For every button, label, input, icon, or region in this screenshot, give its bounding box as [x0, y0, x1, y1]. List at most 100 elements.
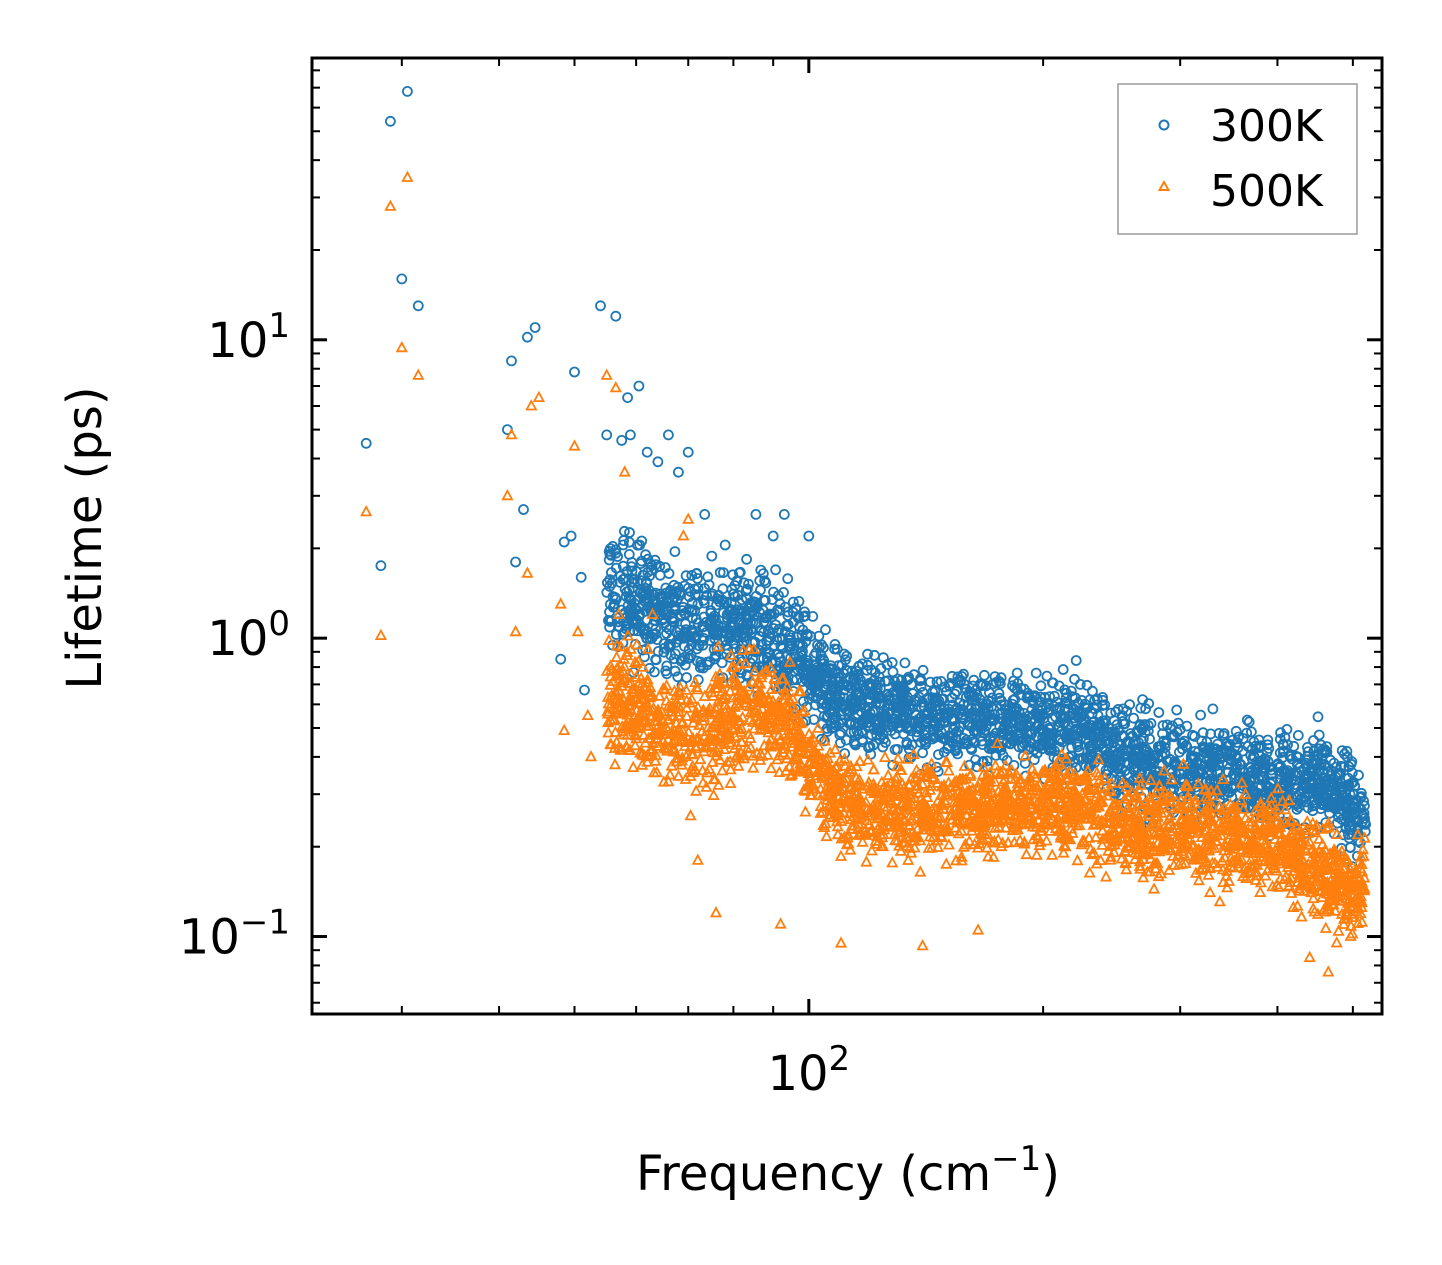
data-point-500k [703, 701, 716, 714]
data-point-500k [1185, 798, 1198, 810]
data-point-300k [1298, 773, 1310, 785]
data-point-500k [1044, 785, 1057, 797]
data-point-500k [703, 706, 716, 718]
data-point-300k [612, 551, 623, 562]
data-point-500k [1189, 808, 1202, 820]
data-point-500k [744, 740, 757, 753]
data-point-500k [704, 682, 717, 694]
data-point-500k [680, 709, 693, 721]
data-point-500k [1088, 801, 1101, 813]
data-point-300k [1047, 728, 1058, 740]
data-point-300k [842, 705, 853, 717]
data-point-500k [1134, 862, 1147, 874]
data-point-300k [1334, 808, 1346, 819]
data-point-300k [778, 587, 789, 598]
data-point-500k [1215, 829, 1228, 841]
data-point-500k [665, 701, 678, 713]
data-point-500k [777, 742, 790, 754]
data-point-300k [708, 643, 720, 655]
data-point-300k [625, 611, 637, 623]
data-point-300k [1217, 730, 1229, 741]
data-point-500k [1293, 834, 1306, 846]
data-point-500k [1166, 849, 1180, 861]
data-point-300k [1070, 655, 1082, 666]
data-point-500k [621, 629, 635, 641]
data-point-300k [995, 709, 1007, 720]
data-point-500k [765, 682, 778, 694]
data-point-500k [920, 785, 933, 798]
data-point-300k [881, 715, 892, 726]
data-point-300k [798, 611, 809, 623]
data-point-500k [1235, 793, 1248, 805]
data-point-500k [976, 820, 989, 832]
data-point-500k [1337, 888, 1350, 901]
data-point-500k [1006, 823, 1019, 836]
data-point-300k [1072, 711, 1084, 723]
data-point-300k [778, 509, 790, 520]
data-point-500k [1153, 802, 1166, 814]
data-point-300k [625, 429, 636, 441]
data-point-500k [1163, 863, 1176, 875]
data-point-500k [1254, 876, 1268, 888]
data-point-500k [979, 772, 993, 784]
data-point-300k [915, 681, 927, 692]
data-point-500k [1219, 812, 1232, 824]
data-point-300k [623, 592, 635, 604]
data-point-300k [871, 679, 882, 691]
data-point-300k [1243, 716, 1255, 728]
data-point-300k [958, 733, 970, 744]
data-point-300k [1007, 680, 1018, 692]
data-point-500k [1232, 860, 1245, 873]
data-point-300k [705, 616, 716, 627]
data-point-500k [1165, 843, 1178, 856]
data-point-300k [994, 692, 1005, 704]
data-point-500k [1327, 859, 1340, 871]
data-point-500k [774, 702, 787, 714]
data-point-300k [687, 604, 698, 616]
data-point-500k [672, 684, 685, 697]
data-point-500k [1083, 782, 1097, 794]
data-point-500k [1262, 840, 1276, 852]
data-point-500k [838, 830, 851, 842]
data-point-500k [964, 785, 977, 797]
data-point-300k [1227, 734, 1238, 746]
data-point-500k [601, 705, 614, 717]
data-point-500k [1116, 776, 1129, 788]
data-point-500k [1014, 789, 1027, 802]
data-point-300k [1259, 753, 1271, 764]
data-point-500k [783, 694, 797, 706]
data-point-500k [674, 733, 687, 745]
data-point-500k [723, 736, 736, 748]
data-point-300k [666, 594, 678, 606]
data-point-500k [779, 764, 793, 776]
data-point-300k [871, 729, 883, 741]
data-point-300k [750, 509, 762, 520]
data-point-500k [996, 800, 1009, 812]
data-point-300k [935, 676, 947, 687]
data-point-500k [1103, 782, 1117, 794]
data-point-300k [1157, 720, 1169, 731]
data-point-300k [1137, 721, 1149, 732]
data-point-500k [1158, 794, 1171, 807]
data-point-500k [1089, 830, 1102, 842]
data-point-300k [699, 509, 711, 520]
data-point-500k [1039, 815, 1053, 827]
data-point-500k [1104, 853, 1117, 865]
data-point-500k [1319, 856, 1332, 868]
data-point-300k [812, 664, 824, 676]
data-point-500k [903, 841, 917, 853]
data-point-500k [801, 747, 814, 759]
data-point-300k [639, 605, 651, 617]
data-point-500k [1050, 761, 1063, 773]
data-point-300k [826, 681, 837, 693]
data-point-300k [865, 689, 877, 701]
data-point-300k [1030, 667, 1042, 679]
data-point-300k [1142, 750, 1153, 761]
data-point-300k [1275, 760, 1287, 772]
data-point-300k [1246, 726, 1257, 738]
data-point-500k [1351, 828, 1364, 840]
data-point-500k [1082, 831, 1096, 843]
data-point-500k [940, 755, 954, 768]
data-point-500k [838, 759, 852, 771]
